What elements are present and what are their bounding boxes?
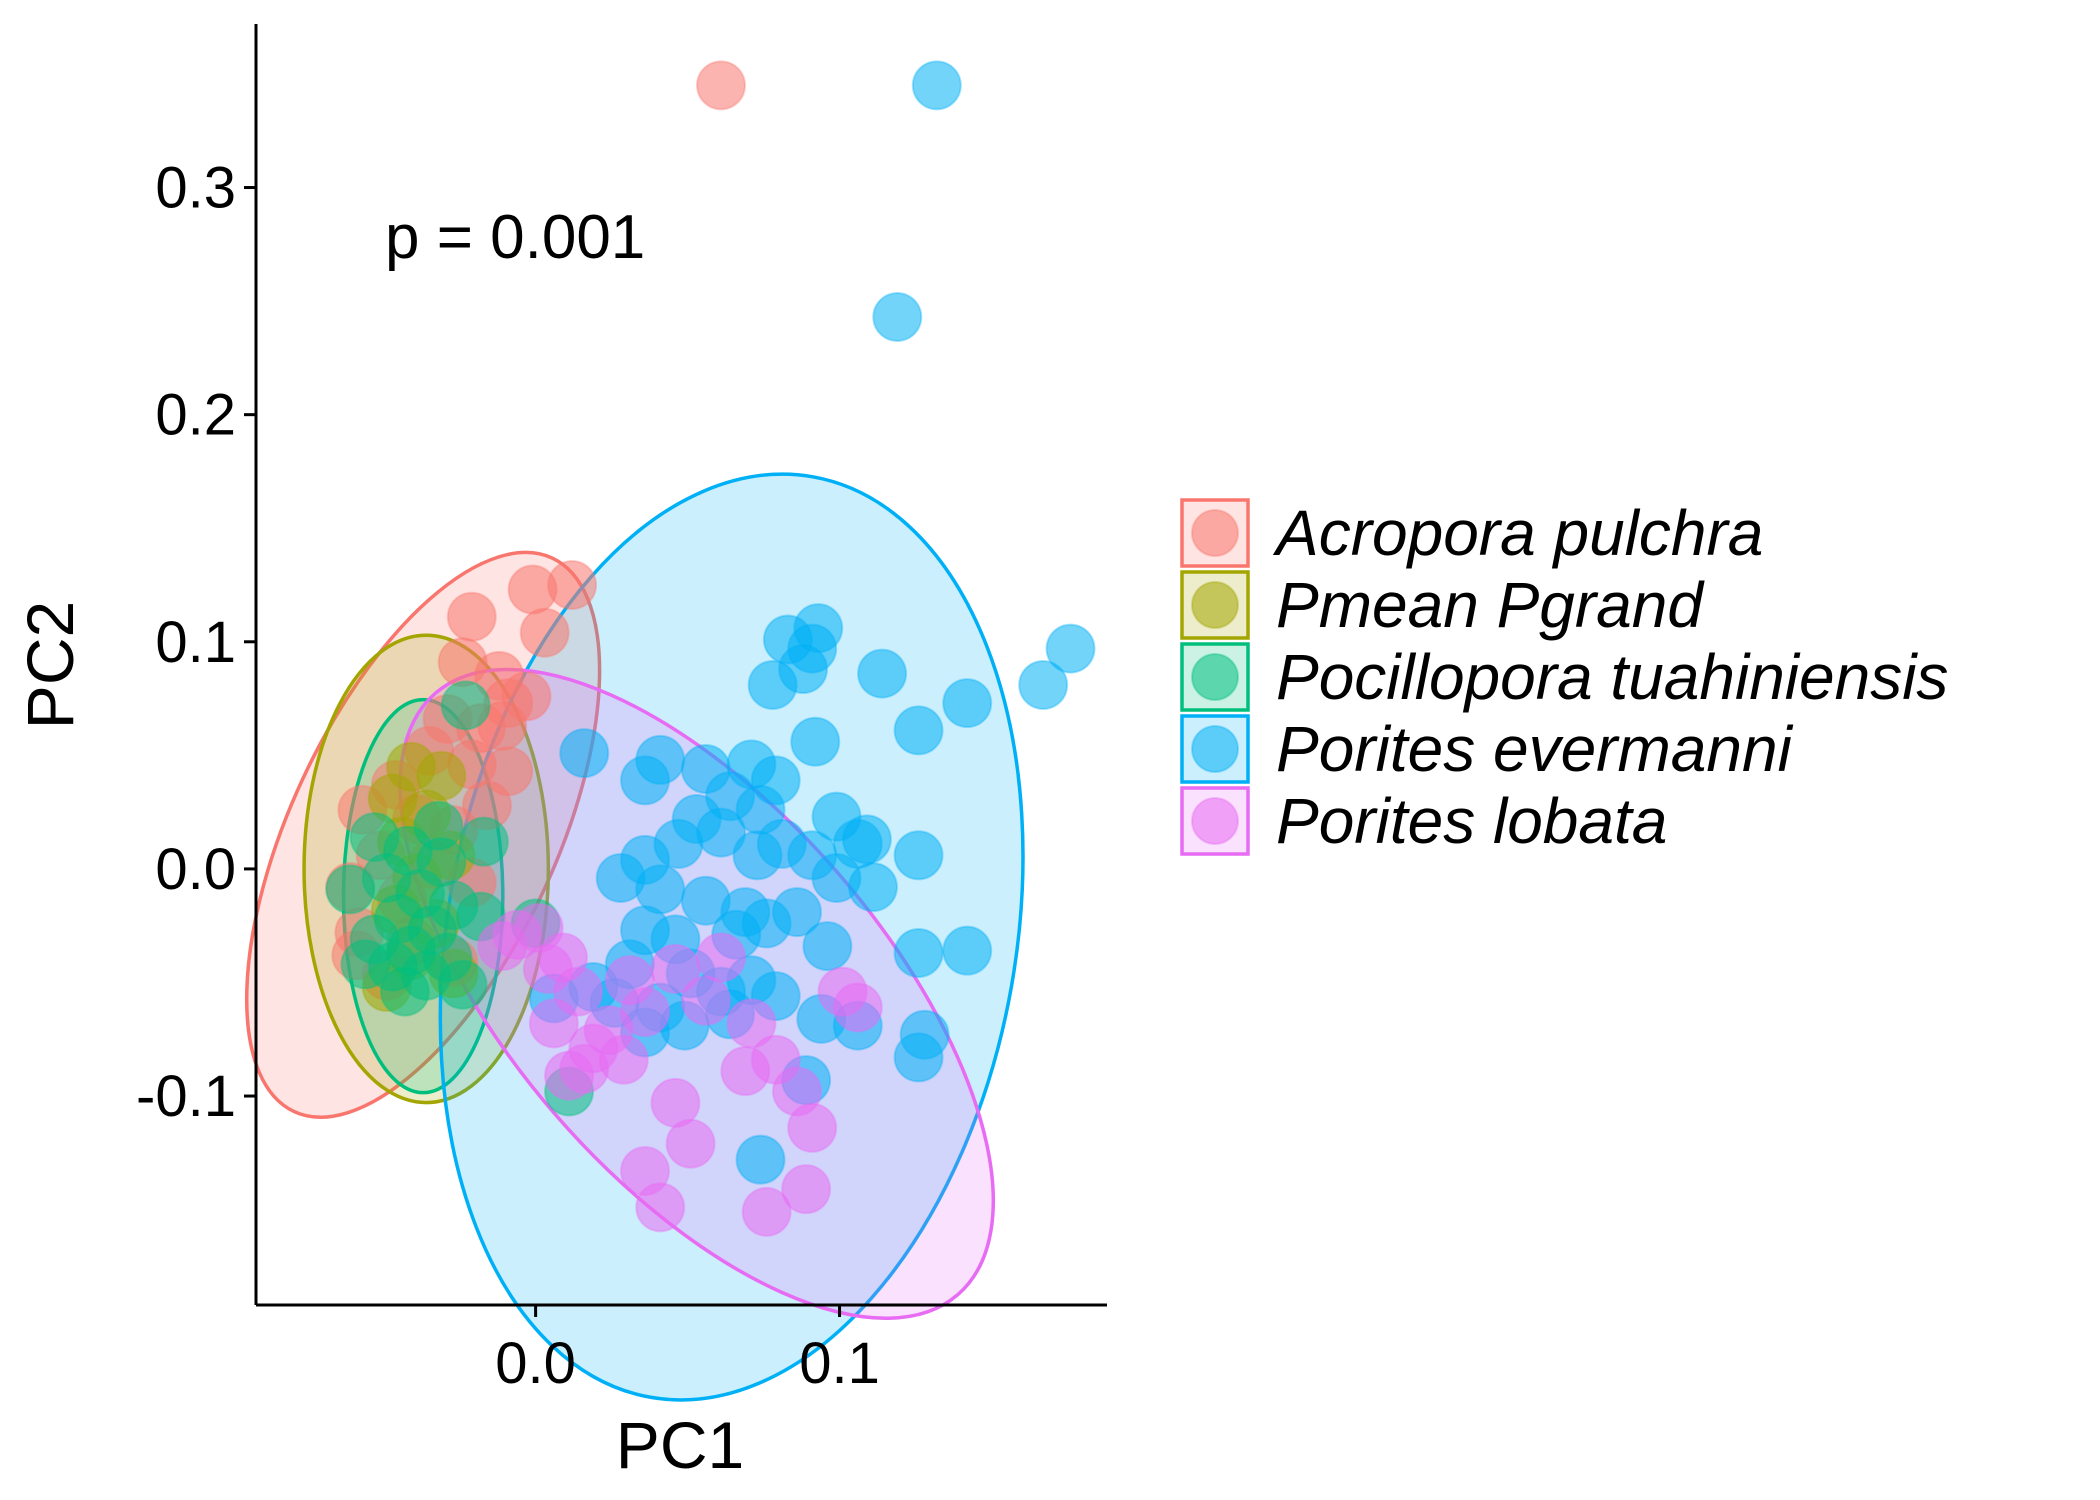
legend-label: Pocillopora tuahiniensis	[1276, 641, 1948, 713]
legend-item-porites-lobata: Porites lobata	[1180, 785, 1667, 857]
point-pocillopora-tuahiniensis	[325, 864, 376, 915]
x-ticks: 0.0 0.1	[495, 1305, 880, 1396]
point-porites-evermanni	[857, 648, 908, 699]
point-porites-evermanni	[735, 1134, 786, 1185]
point-pocillopora-tuahiniensis	[340, 939, 391, 990]
point-porites-lobata	[598, 1034, 649, 1085]
legend-symbol	[1191, 797, 1239, 845]
point-acropora-pulchra	[519, 607, 570, 658]
point-porites-evermanni	[1018, 659, 1069, 710]
point-porites-lobata	[781, 1164, 832, 1215]
point-porites-evermanni	[635, 734, 686, 785]
point-pocillopora-tuahiniensis	[413, 800, 464, 851]
legend-symbol	[1191, 725, 1239, 773]
point-porites-evermanni	[893, 705, 944, 756]
legend-symbol	[1191, 581, 1239, 629]
y-tick-label: 0.0	[155, 837, 236, 902]
y-tick-label: 0.2	[155, 383, 236, 448]
legend-symbol	[1191, 653, 1239, 701]
legend-item-acropora-pulchra: Acropora pulchra	[1180, 497, 1763, 569]
point-porites-evermanni	[893, 927, 944, 978]
point-porites-lobata	[832, 982, 883, 1033]
y-tick-label: 0.1	[155, 610, 236, 675]
point-porites-evermanni	[811, 791, 862, 842]
point-acropora-pulchra	[547, 560, 598, 611]
legend-symbol	[1191, 509, 1239, 557]
point-porites-evermanni	[747, 659, 798, 710]
point-porites-lobata	[787, 1102, 838, 1153]
p-value-annotation: p = 0.001	[385, 203, 645, 272]
point-porites-lobata	[720, 1046, 771, 1097]
legend-item-porites-evermanni: Porites evermanni	[1180, 713, 1794, 785]
y-tick-label: 0.3	[155, 156, 236, 221]
y-axis-title: PC2	[13, 601, 87, 729]
point-porites-lobata	[513, 902, 564, 953]
point-porites-evermanni	[942, 678, 993, 729]
legend-item-pmean-pgrand: Pmean Pgrand	[1180, 569, 1705, 641]
point-porites-evermanni	[911, 60, 962, 111]
point-porites-evermanni	[893, 830, 944, 881]
point-porites-lobata	[544, 1050, 595, 1101]
point-porites-evermanni	[893, 1032, 944, 1083]
point-pocillopora-tuahiniensis	[437, 959, 488, 1010]
point-porites-evermanni	[847, 862, 898, 913]
y-ticks: -0.1 0.0 0.1 0.2 0.3	[136, 156, 256, 1129]
point-porites-lobata	[635, 1182, 686, 1233]
point-acropora-pulchra	[446, 591, 497, 642]
point-porites-evermanni	[559, 728, 610, 779]
legend-label: Pmean Pgrand	[1276, 569, 1705, 641]
point-acropora-pulchra	[696, 60, 747, 111]
point-pocillopora-tuahiniensis	[440, 680, 491, 731]
data-points	[325, 60, 1096, 1237]
point-porites-evermanni	[771, 887, 822, 938]
x-axis-title: PC1	[616, 1408, 744, 1482]
x-tick-label: 0.1	[799, 1331, 880, 1396]
point-porites-lobata	[650, 943, 701, 994]
point-pocillopora-tuahiniensis	[458, 816, 509, 867]
legend-label: Porites lobata	[1276, 785, 1667, 857]
point-porites-evermanni	[1045, 623, 1096, 674]
point-porites-evermanni	[790, 716, 841, 767]
point-porites-lobata	[665, 1118, 716, 1169]
point-porites-evermanni	[942, 925, 993, 976]
legend-label: Porites evermanni	[1276, 713, 1794, 785]
y-tick-label: -0.1	[136, 1064, 236, 1129]
legend-item-pocillopora-tuahiniensis: Pocillopora tuahiniensis	[1180, 641, 1948, 713]
point-porites-lobata	[726, 998, 777, 1049]
axes: 0.0 0.1 -0.1 0.0 0.1 0.2 0.3 PC1 PC2	[13, 24, 1107, 1482]
point-porites-lobata	[696, 932, 747, 983]
point-pocillopora-tuahiniensis	[379, 966, 430, 1017]
point-porites-lobata	[604, 955, 655, 1006]
x-tick-label: 0.0	[495, 1331, 576, 1396]
point-porites-lobata	[741, 1186, 792, 1237]
point-porites-lobata	[680, 975, 731, 1026]
point-porites-evermanni	[872, 291, 923, 342]
point-porites-evermanni	[802, 921, 853, 972]
legend-label: Acropora pulchra	[1272, 497, 1763, 569]
